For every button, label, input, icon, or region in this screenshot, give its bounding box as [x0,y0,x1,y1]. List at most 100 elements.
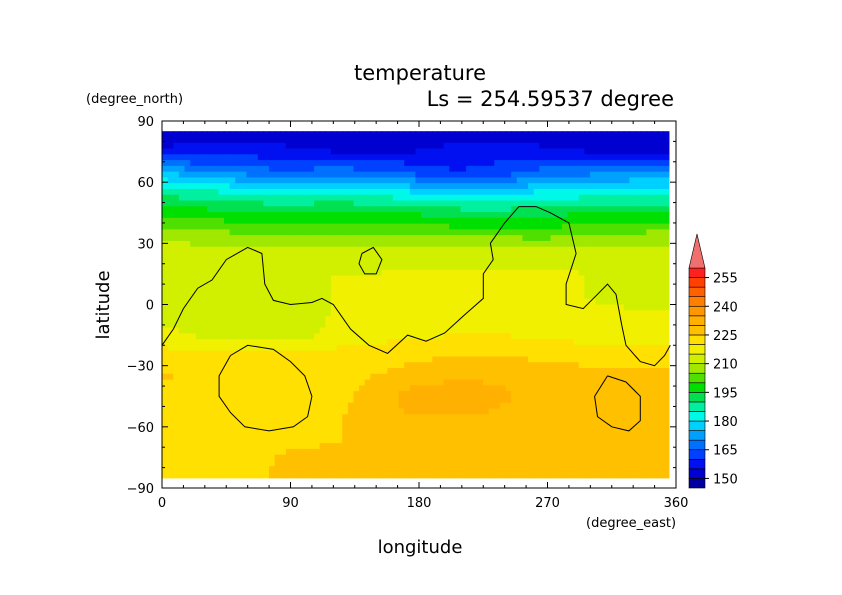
heatmap-cell [212,240,219,248]
heatmap-cell [567,194,574,202]
heatmap-cell [432,373,439,381]
heatmap-cell [252,350,259,358]
heatmap-cell [342,235,349,242]
heatmap-cell [477,136,484,144]
heatmap-cell [544,235,552,242]
heatmap-cell [325,183,332,190]
heatmap-cell [516,437,524,444]
heatmap-cell [325,258,332,265]
heatmap-cell [511,408,518,415]
heatmap-cell [466,136,473,144]
heatmap-cell [246,396,253,404]
heatmap-cell [173,200,180,207]
heatmap-cell [454,183,462,190]
heatmap-cell [612,136,619,144]
heatmap-cell [308,431,315,438]
heatmap-cell [235,229,242,236]
heatmap-cell [184,206,191,213]
heatmap-cell [612,431,619,438]
heatmap-cell [297,420,304,427]
heatmap-cell [516,339,524,346]
heatmap-cell [635,160,642,167]
heatmap-cell [646,240,653,248]
heatmap-cell [291,264,298,271]
heatmap-cell [392,281,400,288]
heatmap-cell [449,304,456,311]
heatmap-cell [207,188,214,196]
heatmap-cell [263,408,270,415]
heatmap-cell [505,425,512,433]
heatmap-cell [466,344,473,352]
heatmap-cell [494,246,501,254]
heatmap-cell [471,154,478,161]
heatmap-cell [252,217,259,225]
heatmap-cell [454,252,462,259]
heatmap-cell [663,264,670,271]
heatmap-cell [443,217,450,225]
heatmap-cell [449,425,456,433]
heatmap-cell [539,368,546,375]
heatmap-cell [499,217,507,225]
heatmap-cell [477,246,484,254]
heatmap-cell [263,177,270,184]
heatmap-cell [595,194,602,202]
heatmap-cell [347,252,355,259]
heatmap-cell [302,275,310,282]
heatmap-cell [280,206,287,213]
heatmap-cell [623,344,631,352]
heatmap-cell [263,356,270,363]
heatmap-cell [499,160,507,167]
heatmap-cell [651,275,659,282]
heatmap-cell [246,165,253,173]
heatmap-cell [488,391,495,398]
heatmap-cell [190,292,197,300]
heatmap-cell [471,258,478,265]
heatmap-cell [212,160,219,167]
heatmap-cell [285,258,293,265]
heatmap-cell [297,252,304,259]
heatmap-cell [392,310,400,317]
heatmap-cell [657,402,664,410]
heatmap-cell [387,281,394,288]
heatmap-cell [336,391,343,398]
heatmap-cell [601,281,608,288]
heatmap-cell [285,252,293,259]
heatmap-cell [280,235,287,242]
heatmap-cell [336,246,343,254]
heatmap-cell [663,229,670,236]
heatmap-cell [218,275,225,282]
heatmap-cell [651,252,659,259]
heatmap-cell [398,356,405,363]
heatmap-cell [207,223,214,231]
heatmap-cell [257,252,264,259]
heatmap-cell [494,298,501,306]
heatmap-cell [590,212,597,219]
heatmap-cell [257,281,264,288]
heatmap-cell [471,414,478,421]
heatmap-cell [522,269,529,277]
heatmap-cell [252,194,259,202]
heatmap-cell [640,275,647,282]
heatmap-cell [162,131,169,138]
heatmap-cell [488,235,495,242]
heatmap-cell [556,183,563,190]
heatmap-cell [280,298,287,306]
heatmap-cell [353,160,360,167]
heatmap-cell [640,200,647,207]
heatmap-cell [364,431,371,438]
heatmap-cell [528,240,535,248]
heatmap-cell [404,368,411,375]
heatmap-cell [657,258,664,265]
heatmap-cell [314,425,321,433]
heatmap-cell [511,333,518,340]
heatmap-cell [573,200,580,207]
heatmap-cell [297,414,304,421]
heatmap-cell [319,246,326,254]
heatmap-cell [190,368,197,375]
heatmap-cell [218,385,225,392]
heatmap-cell [387,310,394,317]
heatmap-cell [387,200,394,207]
heatmap-cell [370,292,377,300]
heatmap-cell [229,344,236,352]
